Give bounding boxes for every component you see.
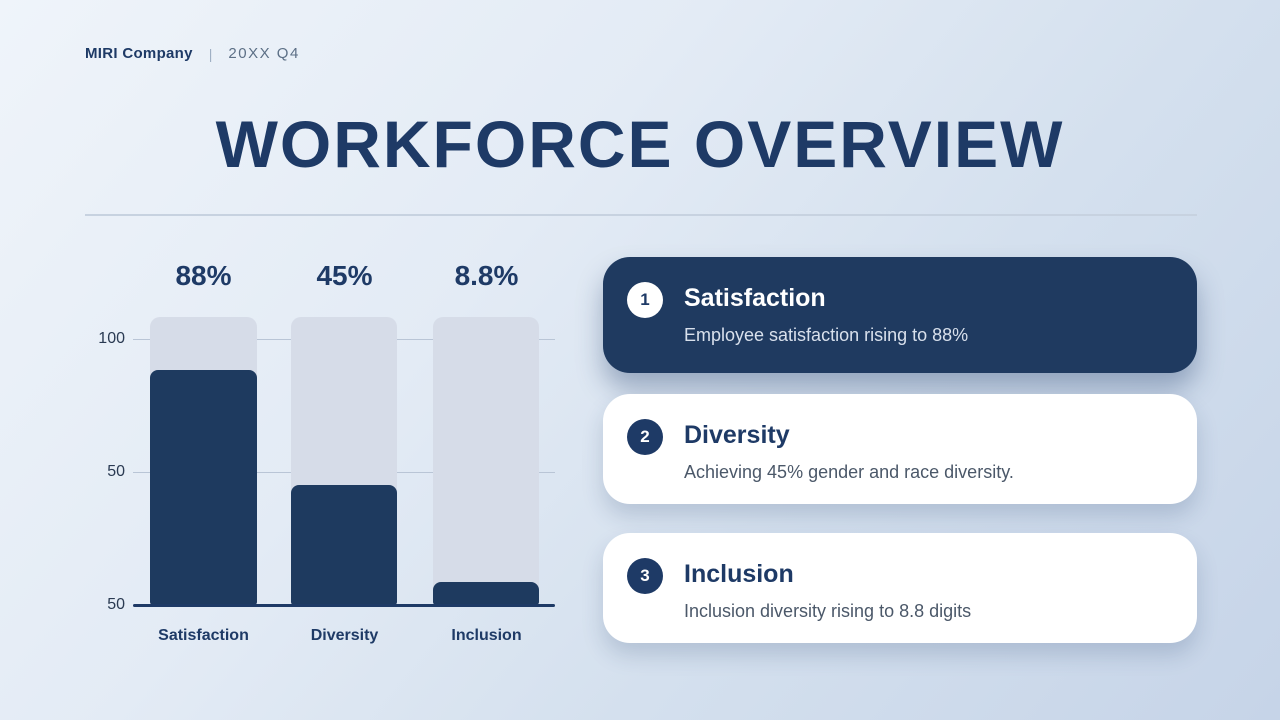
y-axis-tick-50: 50 <box>107 463 125 480</box>
period-label: 20XX Q4 <box>228 45 300 62</box>
bar-diversity <box>291 485 397 605</box>
company-name: MIRI Company <box>85 45 193 62</box>
bar-satisfaction <box>150 370 257 605</box>
value-label-satisfaction: 88% <box>175 260 232 291</box>
card-title: Diversity <box>684 421 790 449</box>
info-card-satisfaction: 1 Satisfaction Employee satisfaction ris… <box>603 257 1197 373</box>
bar-chart: 88% 45% 8.8% 100 50 50 Satisfaction Dive… <box>85 255 565 655</box>
bar-track <box>433 317 539 605</box>
card-title: Inclusion <box>684 560 794 588</box>
slide-title: WORKFORCE OVERVIEW <box>215 107 1065 181</box>
card-body: Satisfaction Employee satisfaction risin… <box>684 284 968 347</box>
bar-column-inclusion <box>433 317 539 605</box>
card-body: Diversity Achieving 45% gender and race … <box>684 421 1014 484</box>
card-description: Inclusion diversity rising to 8.8 digits <box>684 601 972 621</box>
category-label-diversity: Diversity <box>310 627 379 644</box>
plot-area <box>133 317 555 607</box>
card-description: Employee satisfaction rising to 88% <box>684 325 969 345</box>
bar-inclusion <box>433 581 539 605</box>
y-axis-tick-bottom: 50 <box>107 596 125 613</box>
bar-column-satisfaction <box>150 317 257 605</box>
card-description: Achieving 45% gender and race diversity. <box>684 462 1014 482</box>
y-axis-tick-100: 100 <box>98 330 125 347</box>
card-number-badge: 1 <box>627 282 663 318</box>
value-label-diversity: 45% <box>316 260 373 291</box>
category-label-inclusion: Inclusion <box>451 627 522 644</box>
bar-column-diversity <box>291 317 397 605</box>
x-axis-line <box>133 604 555 607</box>
card-number-badge: 3 <box>627 558 663 594</box>
info-card-inclusion: 3 Inclusion Inclusion diversity rising t… <box>603 533 1197 643</box>
info-card-diversity: 2 Diversity Achieving 45% gender and rac… <box>603 394 1197 504</box>
header: MIRI Company | 20XX Q4 <box>85 45 300 62</box>
value-label-inclusion: 8.8% <box>454 260 519 291</box>
divider-line <box>85 214 1197 216</box>
card-number-badge: 2 <box>627 419 663 455</box>
category-label-satisfaction: Satisfaction <box>158 627 249 644</box>
card-body: Inclusion Inclusion diversity rising to … <box>684 560 971 623</box>
card-title: Satisfaction <box>684 284 826 312</box>
header-separator: | <box>208 45 213 62</box>
info-cards: 1 Satisfaction Employee satisfaction ris… <box>603 257 1197 647</box>
